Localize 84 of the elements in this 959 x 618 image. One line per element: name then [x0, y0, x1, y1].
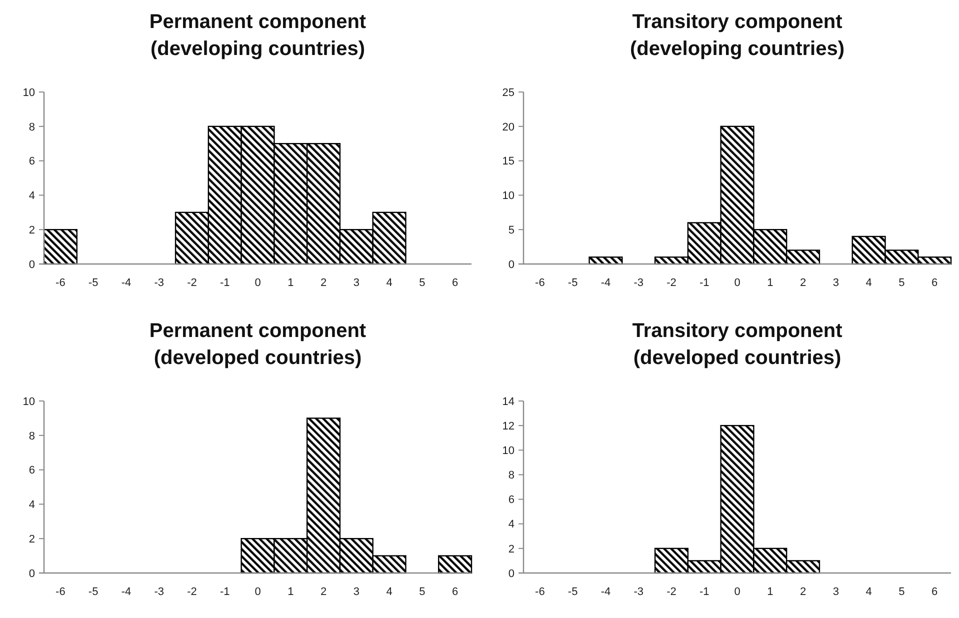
y-tick-label: 0 [508, 568, 514, 580]
y-tick-label: 0 [508, 258, 514, 271]
y-tick-label: 8 [28, 430, 35, 442]
x-tick-label: 1 [288, 277, 294, 289]
x-tick-label: 3 [353, 277, 360, 289]
y-tick-label: 20 [502, 121, 514, 134]
y-tick-label: 8 [508, 470, 514, 482]
y-tick-label: 10 [22, 396, 35, 408]
chart-title: Permanent component (developing countries) [149, 11, 366, 60]
y-tick-label: 10 [22, 86, 35, 99]
x-tick-label: -6 [535, 586, 545, 598]
x-tick-label: -4 [600, 277, 611, 289]
x-tick-label: 0 [734, 586, 740, 598]
y-tick-label: 0 [28, 568, 35, 580]
y-tick-label: 2 [28, 224, 35, 236]
x-tick-label: -2 [666, 277, 676, 289]
y-tick-label: 5 [508, 224, 514, 236]
x-tick-label: 4 [386, 586, 392, 598]
y-tick-label: 8 [28, 121, 35, 134]
x-tick-label: 5 [898, 586, 905, 598]
x-tick-label: -6 [535, 277, 545, 289]
x-tick-label: -5 [88, 586, 98, 598]
x-tick-label: -3 [154, 586, 164, 598]
y-tick-label: 4 [508, 518, 514, 531]
y-tick-label: 2 [508, 543, 514, 556]
y-tick-label: 25 [502, 86, 514, 99]
y-tick-label: 10 [502, 190, 514, 202]
x-tick-label: 0 [254, 586, 261, 598]
x-tick-label: 2 [800, 277, 806, 289]
x-tick-label: 4 [866, 277, 872, 289]
x-tick-label: -1 [699, 586, 710, 598]
x-tick-label: 3 [832, 586, 839, 598]
x-tick-label: -2 [187, 277, 197, 289]
x-tick-label: -6 [56, 586, 66, 598]
x-tick-label: -2 [666, 586, 676, 598]
x-tick-label: 1 [288, 586, 294, 598]
y-tick-label: 0 [28, 258, 35, 271]
y-tick-label: 14 [502, 396, 514, 408]
chart-title: Permanent component (developed countries) [149, 320, 366, 369]
x-tick-label: -5 [88, 277, 98, 289]
y-tick-label: 12 [502, 420, 514, 432]
x-tick-label: 5 [898, 277, 905, 289]
y-tick-label: 6 [508, 494, 514, 506]
x-tick-label: -4 [121, 586, 132, 598]
y-tick-label: 10 [502, 444, 514, 457]
x-tick-label: 4 [866, 586, 872, 598]
x-tick-label: -2 [187, 586, 197, 598]
x-tick-label: 3 [353, 586, 360, 598]
chart-title: Transitory component (developing countries) [630, 11, 844, 60]
x-tick-label: 5 [419, 586, 426, 598]
x-tick-label: -1 [220, 277, 230, 289]
y-tick-label: 2 [28, 533, 35, 546]
x-tick-label: -1 [220, 586, 230, 598]
y-tick-label: 6 [28, 156, 35, 168]
x-tick-label: 2 [800, 586, 806, 598]
x-tick-label: -6 [56, 277, 66, 289]
x-tick-label: -3 [154, 277, 164, 289]
y-tick-label: 4 [28, 499, 35, 512]
x-tick-label: 0 [254, 277, 261, 289]
x-tick-label: 0 [734, 277, 740, 289]
x-tick-label: 6 [931, 277, 938, 289]
bar [43, 229, 78, 265]
x-tick-label: 2 [320, 586, 327, 598]
y-tick-label: 15 [502, 156, 514, 168]
y-tick-label: 4 [28, 190, 35, 202]
x-tick-label: 4 [386, 277, 392, 289]
x-tick-label: -5 [568, 277, 578, 289]
x-tick-label: 6 [452, 277, 458, 289]
y-tick-label: 6 [28, 464, 35, 477]
chart-title: Transitory component (developed countries) [632, 320, 843, 369]
bar [438, 555, 472, 574]
x-tick-label: 6 [931, 586, 938, 598]
x-tick-label: -5 [568, 586, 578, 598]
x-tick-label: -4 [600, 586, 611, 598]
x-tick-label: 2 [320, 277, 327, 289]
x-tick-label: 1 [767, 277, 774, 289]
x-tick-label: 6 [452, 586, 458, 598]
x-tick-label: -1 [699, 277, 710, 289]
x-tick-label: -3 [634, 586, 644, 598]
x-tick-label: 1 [767, 586, 774, 598]
x-tick-label: -3 [634, 277, 644, 289]
x-tick-label: 5 [419, 277, 426, 289]
x-tick-label: 3 [832, 277, 839, 289]
x-tick-label: -4 [121, 277, 132, 289]
